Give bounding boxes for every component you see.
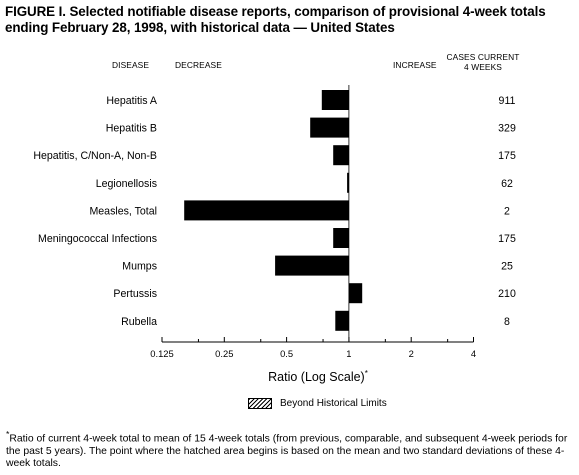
x-tick-label: 1 bbox=[346, 348, 351, 359]
category-label: Mumps bbox=[122, 261, 157, 273]
case-count: 175 bbox=[498, 233, 516, 245]
legend: Beyond Historical Limits bbox=[248, 398, 387, 409]
case-count: 210 bbox=[498, 288, 516, 300]
category-label: Pertussis bbox=[113, 288, 157, 300]
category-label: Hepatitis, C/Non-A, Non-B bbox=[33, 150, 157, 162]
case-count: 25 bbox=[501, 261, 513, 273]
footnote-marker: * bbox=[6, 429, 10, 439]
header-disease: DISEASE bbox=[112, 60, 150, 70]
bar bbox=[184, 200, 349, 221]
x-tick-label: 2 bbox=[409, 348, 414, 359]
bar bbox=[335, 310, 349, 331]
footnote: *Ratio of current 4-week total to mean o… bbox=[6, 428, 574, 471]
category-labels: Hepatitis A Hepatitis B Hepatitis, C/Non-A… bbox=[33, 95, 158, 328]
bar bbox=[310, 117, 349, 138]
footnote-text: Ratio of current 4-week total to mean of… bbox=[6, 433, 568, 470]
category-label: Measles, Total bbox=[89, 205, 157, 217]
case-count: 329 bbox=[498, 123, 516, 135]
x-tick-label: 0.25 bbox=[215, 348, 233, 359]
category-label: Rubella bbox=[121, 316, 157, 328]
hatched-swatch-icon bbox=[248, 398, 272, 409]
x-axis: 0.125 0.25 0.5 1 2 4 bbox=[150, 85, 476, 359]
case-count: 8 bbox=[504, 316, 510, 328]
bar bbox=[333, 228, 349, 248]
bar bbox=[347, 172, 349, 193]
bar bbox=[321, 90, 349, 110]
x-tick-label: 4 bbox=[471, 348, 476, 359]
case-count: 911 bbox=[499, 95, 516, 107]
case-values: 911 329 175 62 2 175 25 210 8 bbox=[498, 95, 516, 328]
x-tick-label: 0.125 bbox=[150, 348, 173, 359]
x-axis-title-marker: * bbox=[364, 369, 368, 378]
bar bbox=[275, 255, 349, 276]
header-increase: INCREASE bbox=[393, 60, 437, 70]
case-count: 175 bbox=[498, 150, 516, 162]
case-count: 2 bbox=[504, 205, 510, 217]
category-label: Legionellosis bbox=[96, 178, 157, 190]
bar bbox=[333, 145, 349, 166]
header-cases-current: CASES CURRENT 4 WEEKS bbox=[446, 52, 520, 72]
header-decrease: DECREASE bbox=[175, 60, 222, 70]
bar bbox=[348, 283, 363, 304]
case-count: 62 bbox=[501, 178, 513, 190]
x-tick-label: 0.5 bbox=[280, 348, 293, 359]
x-axis-title: Ratio (Log Scale)* bbox=[0, 369, 579, 384]
x-axis-title-text: Ratio (Log Scale) bbox=[268, 370, 365, 385]
category-label: Hepatitis B bbox=[106, 123, 157, 135]
bar-group bbox=[184, 90, 363, 331]
figure-title: FIGURE I. Selected notifiable disease re… bbox=[5, 4, 546, 35]
category-label: Meningococcal Infections bbox=[38, 233, 157, 245]
legend-label: Beyond Historical Limits bbox=[280, 398, 387, 409]
category-label: Hepatitis A bbox=[106, 95, 158, 107]
